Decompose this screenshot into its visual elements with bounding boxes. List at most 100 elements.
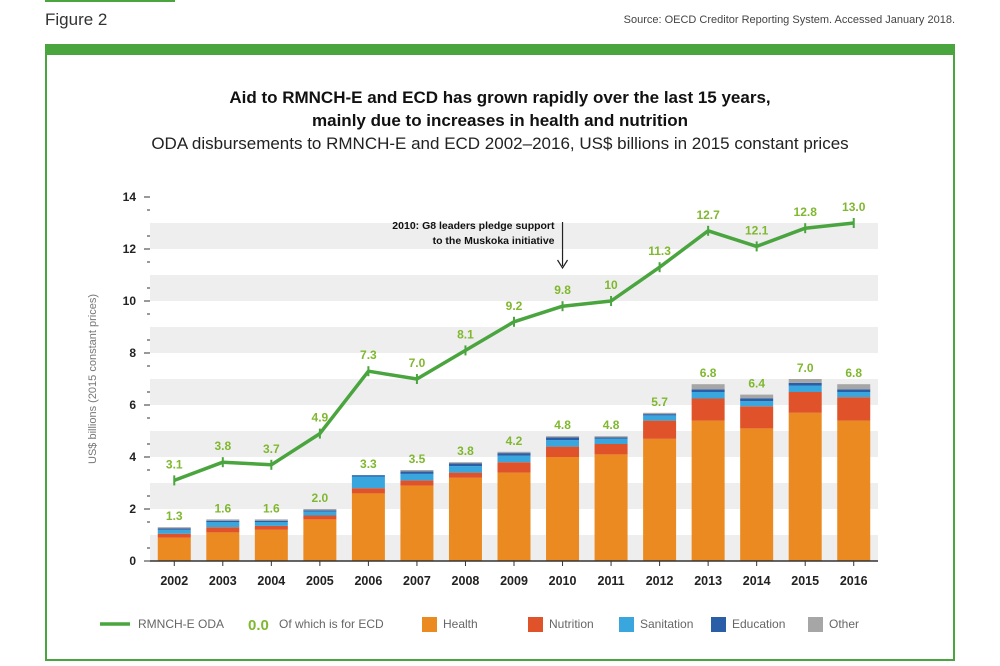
- x-tick-label: 2004: [257, 574, 285, 588]
- x-tick-label: 2012: [646, 574, 674, 588]
- bar-education-2006: [351, 475, 385, 477]
- bar-total-label: 4.8: [554, 418, 571, 432]
- line-value-label: 12.8: [794, 205, 818, 219]
- bar-other-2014: [740, 394, 774, 399]
- x-tick-label: 2007: [403, 574, 431, 588]
- bar-other-2004: [254, 519, 288, 521]
- line-value-label: 4.9: [312, 411, 329, 425]
- legend-label: Health: [443, 617, 478, 631]
- x-tick-label: 2013: [694, 574, 722, 588]
- y-tick-label: 0: [129, 554, 136, 568]
- bar-health-2003: [206, 532, 240, 561]
- bar-other-2008: [448, 462, 482, 464]
- chart-title-line-2: mainly due to increases in health and nu…: [312, 111, 688, 130]
- line-value-label: 9.8: [554, 283, 571, 297]
- bar-health-2008: [448, 477, 482, 561]
- bar-education-2014: [740, 398, 774, 402]
- y-tick-label: 10: [123, 294, 137, 308]
- bar-education-2002: [157, 528, 191, 530]
- legend-swatch-education: [711, 617, 726, 632]
- bar-health-2002: [157, 537, 191, 561]
- chart-titles: Aid to RMNCH-E and ECD has grown rapidly…: [45, 86, 955, 155]
- bar-education-2013: [691, 389, 725, 392]
- bar-total-label: 4.8: [603, 418, 620, 432]
- x-tick-label: 2014: [743, 574, 771, 588]
- legend-label: Sanitation: [640, 617, 693, 631]
- bar-health-2007: [400, 485, 434, 561]
- x-tick-label: 2006: [354, 574, 382, 588]
- bar-sanitation-2010: [546, 440, 580, 447]
- x-tick-label: 2010: [549, 574, 577, 588]
- bar-sanitation-2016: [837, 392, 871, 398]
- grid-band: [150, 327, 878, 353]
- bar-sanitation-2009: [497, 455, 531, 463]
- x-tick-label: 2008: [452, 574, 480, 588]
- y-tick-label: 6: [129, 398, 136, 412]
- bar-other-2005: [303, 509, 337, 511]
- bar-education-2007: [400, 471, 434, 474]
- source-note: Source: OECD Creditor Reporting System. …: [623, 14, 955, 26]
- line-value-label: 13.0: [842, 200, 866, 214]
- bar-total-label: 3.5: [409, 452, 426, 466]
- y-tick-label: 4: [129, 450, 136, 464]
- bar-sanitation-2012: [643, 415, 677, 421]
- line-value-label: 3.8: [214, 439, 231, 453]
- bar-nutrition-2011: [594, 444, 628, 455]
- bar-total-label: 1.6: [214, 501, 231, 515]
- bar-nutrition-2002: [157, 533, 191, 538]
- x-tick-label: 2016: [840, 574, 868, 588]
- bar-other-2003: [206, 519, 240, 521]
- bar-other-2010: [546, 436, 580, 438]
- grid-band: [150, 275, 878, 301]
- bar-education-2003: [206, 520, 240, 522]
- chart-title-line-1: Aid to RMNCH-E and ECD has grown rapidly…: [229, 88, 771, 107]
- bar-nutrition-2006: [351, 488, 385, 494]
- bar-total-label: 6.8: [700, 366, 717, 380]
- bar-health-2015: [788, 412, 822, 561]
- bar-health-2011: [594, 454, 628, 561]
- line-value-label: 12.7: [696, 208, 720, 222]
- bar-other-2012: [643, 412, 677, 415]
- bar-education-2012: [643, 414, 677, 416]
- bar-education-2004: [254, 520, 288, 522]
- x-tick-label: 2002: [160, 574, 188, 588]
- bar-health-2013: [691, 420, 725, 561]
- bar-education-2008: [448, 463, 482, 467]
- bar-sanitation-2004: [254, 522, 288, 526]
- figure-label: Figure 2: [45, 10, 108, 29]
- bar-health-2010: [546, 457, 580, 561]
- bar-nutrition-2014: [740, 406, 774, 429]
- legend-label: Other: [829, 617, 859, 631]
- bar-other-2016: [837, 384, 871, 390]
- bar-education-2011: [594, 437, 628, 439]
- line-value-label: 11.3: [648, 244, 671, 258]
- bar-other-2011: [594, 436, 628, 438]
- legend-label: Education: [732, 617, 785, 631]
- legend-swatch-nutrition: [528, 617, 543, 632]
- y-tick-label: 14: [123, 190, 137, 204]
- annotation-line-2: to the Muskoka initiative: [433, 235, 555, 247]
- bar-total-label: 7.0: [797, 361, 814, 375]
- bar-nutrition-2003: [206, 527, 240, 533]
- y-tick-label: 12: [123, 242, 137, 256]
- legend-swatch-other: [808, 617, 823, 632]
- legend-label: Nutrition: [549, 617, 594, 631]
- legend-label: Of which is for ECD: [279, 617, 384, 631]
- bar-sanitation-2005: [303, 511, 337, 516]
- bar-health-2009: [497, 472, 531, 561]
- bar-total-label: 2.0: [312, 491, 329, 505]
- bar-health-2004: [254, 529, 288, 561]
- bar-sanitation-2015: [788, 385, 822, 392]
- top-accent-line: [45, 0, 175, 2]
- chart-subtitle: ODA disbursements to RMNCH-E and ECD 200…: [151, 134, 849, 153]
- line-value-label: 3.7: [263, 442, 280, 456]
- bar-nutrition-2016: [837, 397, 871, 421]
- line-value-label: 10: [604, 278, 618, 292]
- bar-other-2007: [400, 470, 434, 472]
- annotation-line-1: 2010: G8 leaders pledge support: [392, 220, 555, 232]
- line-value-label: 7.3: [360, 348, 377, 362]
- bar-health-2006: [351, 493, 385, 561]
- bar-total-label: 6.4: [748, 377, 765, 391]
- y-axis-label: US$ billions (2015 constant prices): [87, 294, 99, 464]
